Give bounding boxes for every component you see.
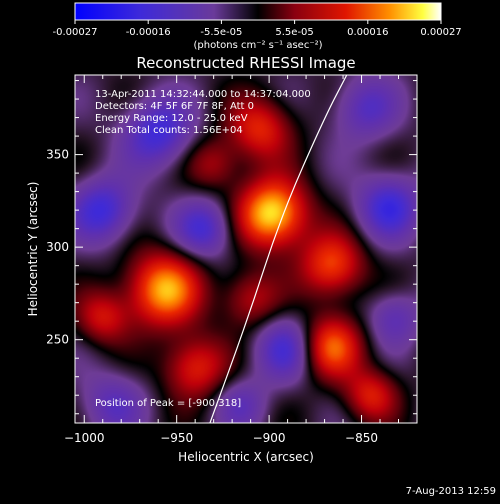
- x-tick-label: −900: [253, 431, 286, 445]
- footer-date: 7-Aug-2013 12:59: [406, 486, 496, 497]
- y-axis-label: Heliocentric Y (arcsec): [26, 182, 40, 317]
- x-tick-label: −1000: [64, 431, 105, 445]
- x-tick-label: −950: [160, 431, 193, 445]
- colorbar-tick-label: 0.00016: [347, 27, 388, 38]
- chart-title: Reconstructed RHESSI Image: [136, 54, 355, 72]
- colorbar-tick-label: -0.00027: [53, 27, 98, 38]
- colorbar-ticks: -0.00027 -0.00016 -5.5e-05 5.5e-05 0.00016 0.…: [53, 20, 462, 38]
- x-axis-label: Heliocentric X (arcsec): [178, 450, 314, 464]
- y-tick-label: 350: [46, 148, 69, 162]
- colorbar-tick-label: 5.5e-05: [275, 27, 313, 38]
- heatmap-image: [75, 75, 417, 423]
- x-tick-label: −850: [345, 431, 378, 445]
- y-tick-label: 250: [46, 333, 69, 347]
- plot-frame: [74, 74, 418, 424]
- solar-limb-curve: [209, 75, 348, 423]
- colorbar-tick-label: -5.5e-05: [200, 27, 242, 38]
- annotation-line: Detectors: 4F 5F 6F 7F 8F, Att 0: [95, 101, 254, 112]
- y-tick-label: 300: [46, 240, 69, 254]
- annotation-line: Clean Total counts: 1.56E+04: [95, 125, 243, 136]
- colorbar: [74, 2, 442, 21]
- annotation-block: 13-Apr-2011 14:32:44.000 to 14:37:04.000…: [95, 89, 311, 136]
- annotation-line: 13-Apr-2011 14:32:44.000 to 14:37:04.000: [95, 89, 311, 100]
- colorbar-tick-label: 0.00027: [420, 27, 461, 38]
- peak-position-label: Position of Peak = [-900,318]: [95, 398, 241, 409]
- axes: −1000 −950 −900 −850 250 300 350: [46, 75, 417, 445]
- colorbar-tick-label: -0.00016: [126, 27, 171, 38]
- colorbar-unit-label: (photons cm⁻² s⁻¹ asec⁻²): [193, 40, 322, 51]
- annotation-line: Energy Range: 12.0 - 25.0 keV: [95, 113, 248, 124]
